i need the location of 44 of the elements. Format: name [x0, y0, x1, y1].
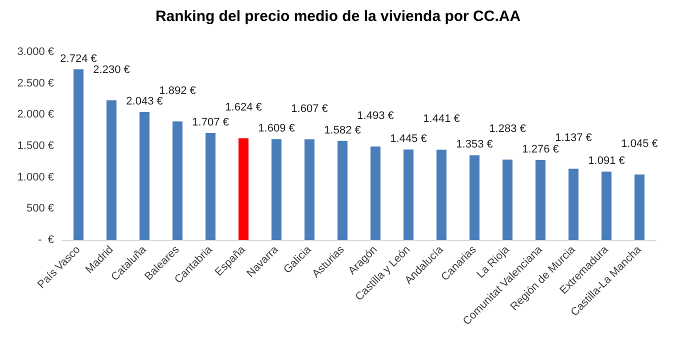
bar: [370, 146, 380, 240]
y-tick-label: 1.500 €: [17, 140, 54, 152]
bar: [74, 69, 84, 240]
bar: [172, 121, 182, 240]
y-tick-label: 3.000 €: [17, 46, 54, 58]
bar: [536, 160, 546, 240]
data-label: 1.493 €: [357, 110, 394, 122]
data-label: 1.582 €: [324, 124, 361, 136]
bar: [502, 160, 512, 240]
data-label: 1.441 €: [423, 113, 460, 126]
bar: [106, 100, 116, 240]
chart-title: Ranking del precio medio de la vivienda por CC.AA: [155, 8, 521, 25]
bar: [470, 155, 480, 240]
bar: [602, 172, 612, 240]
data-label: 1.283 €: [489, 123, 526, 136]
y-tick-label: - €: [38, 234, 54, 246]
y-tick-label: 2.000 €: [17, 108, 54, 121]
bar: [568, 168, 578, 240]
data-label: 1.353 €: [456, 138, 493, 151]
y-tick-label: 2.500 €: [17, 77, 54, 90]
bar: [404, 149, 414, 240]
y-tick-label: 1.000 €: [17, 171, 54, 184]
bar: [436, 150, 446, 240]
data-label: 1.707 €: [192, 116, 229, 129]
data-label: 2.230 €: [93, 64, 130, 76]
data-label: 1.445 €: [390, 132, 427, 145]
data-label: 1.609 €: [258, 122, 295, 135]
data-label: 1.137 €: [555, 132, 592, 144]
bar: [206, 133, 216, 240]
data-label: 1.624 €: [225, 102, 262, 114]
data-label: 1.607 €: [291, 102, 328, 115]
bar: [238, 138, 248, 240]
data-label: 1.045 €: [621, 138, 658, 150]
bar: [272, 139, 282, 240]
bar: [634, 174, 644, 240]
y-tick-label: 500 €: [26, 202, 54, 215]
bar: [140, 112, 150, 240]
data-label: 2.724 €: [60, 52, 97, 65]
bar: [338, 140, 348, 240]
data-label: 2.043 €: [126, 95, 163, 108]
data-label: 1.091 €: [588, 155, 625, 168]
data-label: 1.276 €: [522, 144, 559, 156]
data-label: 1.892 €: [159, 84, 196, 97]
bar: [304, 139, 314, 240]
